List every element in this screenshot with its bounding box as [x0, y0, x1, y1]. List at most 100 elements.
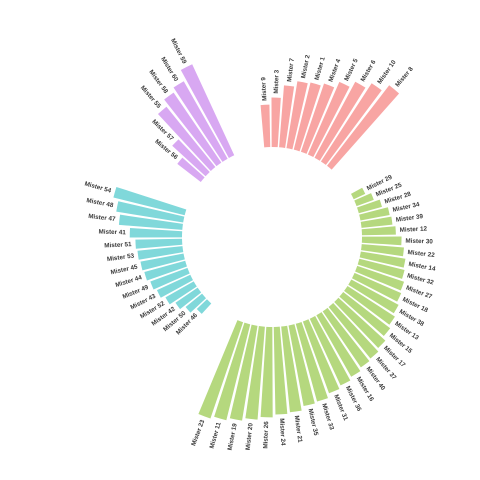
bar-mister-36: [309, 315, 351, 386]
bar-mister-49: [150, 267, 190, 290]
bar-mister-9: [260, 104, 271, 148]
bar-label-mister-3: Mister 3: [273, 69, 281, 93]
bar-mister-31: [302, 319, 340, 394]
bar-mister-41: [129, 228, 183, 238]
bar-label-mister-60: Mister 60: [159, 56, 179, 83]
bar-mister-45: [140, 253, 185, 271]
bar-mister-33: [295, 322, 328, 402]
bar-mister-60: [173, 81, 228, 162]
bar-mister-10: [320, 83, 382, 165]
bar-mister-23: [198, 320, 244, 419]
bar-label-mister-24: Mister 24: [278, 418, 286, 446]
bar-label-mister-20: Mister 20: [245, 422, 255, 450]
bar-label-mister-32: Mister 32: [406, 272, 435, 286]
bar-label-mister-10: Mister 10: [376, 59, 398, 86]
bar-label-mister-51: Mister 51: [104, 241, 132, 249]
bar-mister-37: [328, 302, 379, 359]
bar-mister-2: [286, 81, 308, 150]
bar-label-mister-47: Mister 47: [88, 213, 116, 223]
bar-mister-21: [281, 325, 302, 413]
bar-label-mister-54: Mister 54: [84, 180, 113, 194]
bar-label-mister-6: Mister 6: [360, 58, 378, 83]
bar-mister-6: [314, 81, 366, 161]
bar-mister-40: [322, 307, 370, 368]
bar-label-mister-36: Mister 36: [344, 385, 363, 413]
bar-mister-14: [359, 251, 406, 268]
bar-label-mister-45: Mister 45: [110, 263, 139, 276]
bar-mister-58: [164, 92, 222, 167]
bar-label-mister-39: Mister 39: [395, 213, 423, 224]
bar-label-mister-31: Mister 31: [332, 394, 349, 422]
bar-mister-28: [357, 199, 382, 214]
bar-mister-20: [245, 326, 265, 420]
bar-label-mister-35: Mister 35: [307, 408, 320, 437]
bar-label-mister-30: Mister 30: [405, 238, 433, 246]
bar-mister-32: [357, 258, 405, 279]
bar-mister-51: [135, 238, 183, 249]
bar-mister-57: [172, 139, 210, 177]
bar-mister-3: [271, 97, 281, 148]
bar-mister-25: [354, 193, 374, 207]
bar-mister-39: [360, 216, 393, 228]
bar-label-mister-23: Mister 23: [190, 418, 206, 446]
bar-mister-1: [293, 82, 321, 152]
bar-label-mister-8: Mister 8: [394, 65, 415, 88]
bar-mister-35: [288, 324, 315, 406]
bar-mister-54: [113, 186, 187, 216]
bar-label-mister-53: Mister 53: [107, 252, 135, 263]
bar-mister-5: [307, 81, 350, 158]
bar-mister-29: [350, 187, 366, 200]
bar-label-mister-12: Mister 12: [400, 225, 428, 233]
bar-label-mister-4: Mister 4: [327, 58, 342, 83]
bar-mister-26: [260, 326, 273, 418]
bar-label-mister-48: Mister 48: [86, 197, 115, 209]
bar-mister-24: [273, 326, 288, 415]
bar-mister-30: [361, 236, 402, 246]
bar-mister-43: [156, 274, 194, 298]
bar-mister-38: [348, 279, 399, 314]
bar-mister-15: [339, 292, 391, 336]
bar-mister-27: [355, 265, 405, 291]
bar-label-mister-22: Mister 22: [407, 249, 435, 259]
bar-label-mister-9: Mister 9: [260, 76, 268, 101]
bar-mister-17: [334, 297, 386, 348]
bar-mister-48: [116, 201, 185, 223]
bar-mister-18: [351, 272, 402, 302]
bar-mister-7: [279, 85, 295, 148]
bar-mister-16: [316, 312, 361, 377]
bar-label-mister-34: Mister 34: [392, 201, 421, 214]
bar-mister-52: [165, 281, 197, 305]
bar-label-mister-7: Mister 7: [286, 57, 296, 82]
bar-mister-42: [175, 287, 202, 310]
bar-mister-46: [196, 299, 212, 314]
bar-mister-8: [327, 85, 400, 170]
bar-mister-34: [359, 207, 390, 221]
bar-label-mister-2: Mister 2: [300, 54, 312, 79]
bar-label-mister-26: Mister 26: [262, 421, 270, 449]
bar-label-mister-5: Mister 5: [343, 57, 360, 82]
bar-label-mister-41: Mister 41: [98, 229, 126, 237]
bar-label-mister-1: Mister 1: [314, 56, 327, 81]
bar-mister-11: [214, 322, 251, 421]
bar-mister-50: [185, 293, 207, 313]
bar-mister-59: [180, 64, 235, 159]
bar-label-mister-19: Mister 19: [227, 422, 239, 451]
bar-mister-56: [177, 157, 205, 182]
bar-label-mister-11: Mister 11: [209, 421, 223, 449]
bar-label-mister-59: Mister 59: [169, 38, 188, 66]
bar-mister-44: [144, 260, 187, 281]
bar-mister-13: [344, 285, 395, 325]
bar-mister-53: [137, 246, 184, 260]
bar-label-mister-33: Mister 33: [320, 403, 335, 432]
bar-label-mister-56: Mister 56: [153, 138, 179, 161]
bar-mister-4: [300, 83, 335, 154]
bar-label-mister-14: Mister 14: [408, 261, 437, 273]
bar-mister-19: [229, 324, 258, 421]
bar-mister-55: [157, 106, 216, 172]
bar-mister-12: [361, 226, 396, 236]
bar-mister-47: [118, 214, 183, 230]
bars-layer: [113, 64, 406, 421]
bar-mister-22: [361, 244, 404, 257]
bar-label-mister-21: Mister 21: [293, 415, 304, 443]
